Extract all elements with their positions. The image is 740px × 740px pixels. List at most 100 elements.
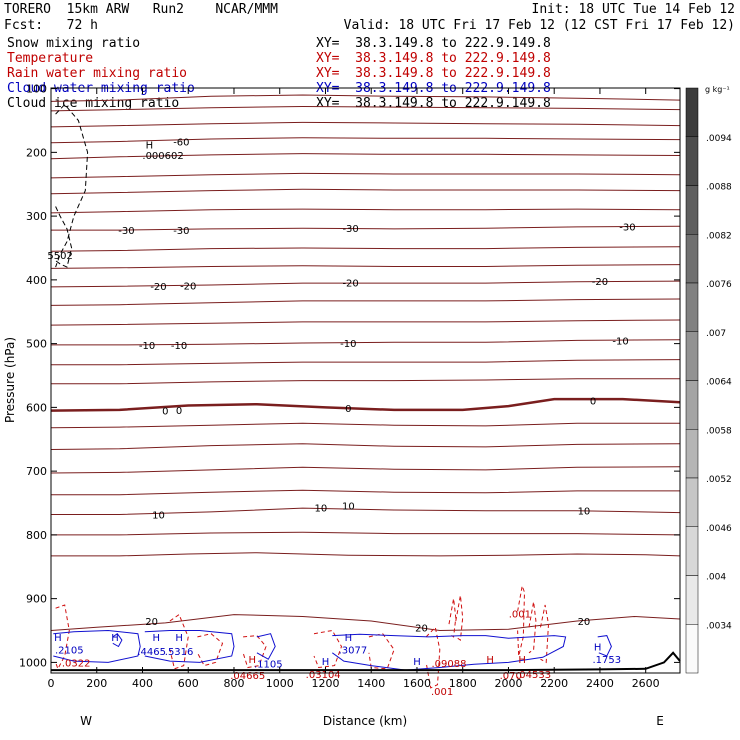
temperature-contour-0	[50, 94, 681, 102]
colorbar-unit: g kg⁻¹	[705, 85, 730, 94]
cloud-label: .1105	[254, 660, 283, 671]
cloud-contour-43	[112, 633, 123, 648]
temperature-contour-14	[51, 339, 681, 346]
y-tick-label: 800	[26, 529, 47, 542]
y-tick-label: 300	[26, 210, 47, 223]
colorbar-swatch	[685, 87, 699, 137]
field-name: Snow mixing ratio	[7, 36, 141, 51]
temperature-contour-5	[50, 172, 681, 179]
temperature-label: -10	[139, 341, 155, 352]
temperature-contour-23	[51, 531, 681, 536]
cloud-label: H	[54, 633, 62, 644]
snow-contour-27	[55, 206, 73, 268]
temperature-label: -10	[171, 341, 187, 352]
colorbar-swatch	[685, 282, 699, 332]
temperature-contour-8	[51, 225, 681, 231]
colorbar-swatch	[685, 477, 699, 527]
contour-labels: -60 -30 -30 -30 -30 -20 -20 -20 -20 -10 -10 -10 -10 0…	[47, 138, 635, 699]
temperature-contour-12	[50, 298, 681, 306]
rain-label: H	[249, 655, 257, 666]
rain-contour-39	[540, 604, 550, 664]
temperature-label: 20	[145, 617, 158, 628]
colorbar-label: .004	[706, 573, 726, 583]
x-axis-label: Distance (km)	[323, 714, 407, 728]
contour-layer	[50, 94, 681, 689]
temperature-label: -30	[619, 222, 635, 233]
temperature-label: 10	[578, 507, 591, 518]
rain-label: H	[486, 655, 494, 666]
cloud-contour-41	[144, 630, 235, 663]
temperature-contour-25	[50, 614, 681, 632]
temperature-contour-2	[50, 121, 681, 128]
cloud-label: H	[413, 657, 421, 668]
rain-label: .070	[500, 671, 522, 682]
cloud-label: H	[152, 633, 160, 644]
colorbar-swatch	[685, 380, 699, 430]
temperature-label: -30	[342, 224, 358, 235]
temperature-contour-24	[51, 552, 681, 557]
cloud-label: .5316	[165, 647, 194, 658]
temperature-label: 0	[345, 404, 351, 415]
colorbar-label: .0094	[706, 134, 732, 144]
x-tick-label: 400	[132, 677, 153, 690]
colorbar-label: .0058	[706, 426, 732, 436]
colorbar-label: .007	[706, 329, 726, 339]
y-tick-label: 100	[26, 83, 47, 96]
temperature-label: -20	[342, 278, 358, 289]
x-tick-label: 0	[48, 677, 55, 690]
colorbar-swatch	[685, 136, 699, 186]
temperature-label: 0	[162, 407, 168, 418]
rain-contour-28	[55, 604, 70, 671]
cloud-contour-45	[597, 635, 612, 657]
field-xy: XY= 38.3.149.8 to 222.9.149.8	[316, 36, 551, 51]
temperature-contour-20	[50, 466, 681, 474]
temperature-label: 20	[578, 617, 591, 628]
colorbar-label: .0076	[706, 280, 732, 290]
temperature-label: 0	[176, 406, 182, 417]
colorbar-label: .0052	[706, 475, 732, 485]
rain-label: .0322	[62, 658, 91, 669]
snow-label: H	[146, 141, 154, 152]
model-title: TORERO 15km ARW Run2 NCAR/MMM	[4, 2, 278, 17]
x-tick-label: 1200	[311, 677, 339, 690]
temperature-label: 20	[415, 623, 428, 634]
cloud-label: H	[345, 633, 353, 644]
temperature-label: 0	[590, 396, 596, 407]
x-tick-label: 800	[223, 677, 244, 690]
temperature-contour-13	[50, 319, 681, 326]
colorbar-swatch	[685, 331, 699, 381]
cloud-label: .3077	[339, 646, 368, 657]
temperature-label: -30	[173, 226, 189, 237]
y-tick-label: 1000	[19, 656, 47, 669]
temperature-contour-17	[50, 397, 681, 412]
temperature-label: 10	[315, 503, 328, 514]
temperature-label: -60	[173, 138, 189, 149]
y-axis-label: Pressure (hPa)	[3, 337, 17, 423]
cloud-label: H	[175, 633, 183, 644]
temperature-contour-6	[50, 188, 681, 195]
rain-label: .04665	[230, 671, 265, 682]
field-xy: XY= 38.3.149.8 to 222.9.149.8	[316, 66, 551, 81]
cloud-contour-44	[256, 633, 276, 660]
rain-label: .001	[431, 687, 453, 698]
x-tick-label: 1600	[403, 677, 431, 690]
temperature-contour-21	[51, 489, 680, 496]
temperature-label: -10	[612, 336, 628, 347]
y-tick-label: 700	[26, 465, 47, 478]
colorbar-label: .0088	[706, 183, 732, 193]
y-tick-label: 500	[26, 338, 47, 351]
temperature-contour-22	[51, 507, 681, 515]
valid-time: Valid: 18 UTC Fri 17 Feb 12 (12 CST Fri …	[343, 18, 735, 33]
colorbar-swatch	[685, 234, 699, 284]
snow-label: .000602	[142, 151, 183, 162]
y-tick-label: 200	[26, 146, 47, 159]
rain-contour-36	[455, 595, 464, 641]
west-label: W	[80, 714, 92, 728]
snow-contour-26	[55, 103, 89, 268]
field-name: Rain water mixing ratio	[7, 66, 188, 81]
colorbar-swatch	[685, 624, 699, 674]
colorbar-label: .0064	[706, 378, 732, 388]
cloud-label: H	[322, 657, 330, 668]
